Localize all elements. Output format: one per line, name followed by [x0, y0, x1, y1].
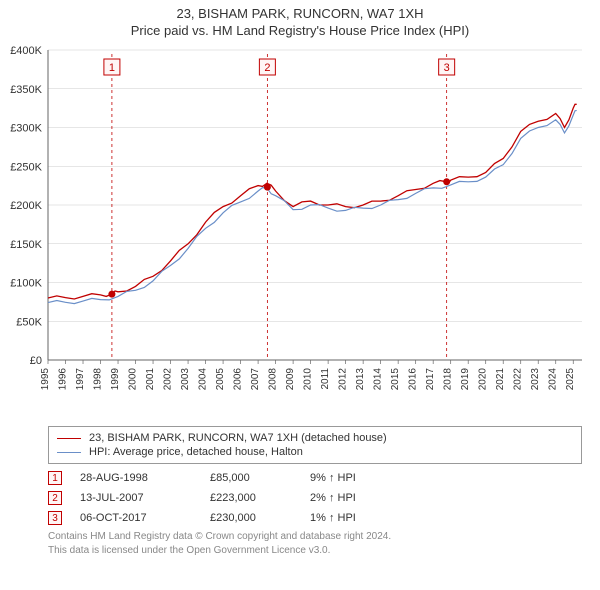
- legend-label: 23, BISHAM PARK, RUNCORN, WA7 1XH (detac…: [89, 432, 387, 444]
- svg-text:2023: 2023: [530, 368, 541, 391]
- svg-text:£200K: £200K: [10, 200, 42, 212]
- svg-text:2018: 2018: [443, 368, 454, 391]
- sales-marker-badge: 1: [48, 471, 62, 485]
- svg-text:2019: 2019: [460, 368, 471, 391]
- sales-row: 3 06-OCT-2017 £230,000 1% ↑ HPI: [48, 508, 582, 528]
- svg-text:2: 2: [264, 62, 270, 74]
- svg-text:2003: 2003: [180, 368, 191, 391]
- sales-marker-badge: 3: [48, 511, 62, 525]
- sales-price: £230,000: [210, 512, 310, 524]
- line-chart: £0 £50K £100K £150K £200K £250K £300K £350K £400…: [0, 40, 600, 420]
- svg-text:2005: 2005: [215, 368, 226, 391]
- legend-swatch: [57, 438, 81, 439]
- legend: 23, BISHAM PARK, RUNCORN, WA7 1XH (detac…: [48, 426, 582, 464]
- svg-text:£50K: £50K: [16, 316, 42, 328]
- svg-text:£150K: £150K: [10, 239, 42, 251]
- svg-text:1997: 1997: [75, 368, 86, 391]
- sales-date: 13-JUL-2007: [80, 492, 210, 504]
- svg-text:3: 3: [444, 62, 450, 74]
- sales-hpi: 9% ↑ HPI: [310, 472, 410, 484]
- svg-text:2024: 2024: [548, 368, 559, 391]
- svg-text:£250K: £250K: [10, 161, 42, 173]
- sales-row: 1 28-AUG-1998 £85,000 9% ↑ HPI: [48, 468, 582, 488]
- legend-swatch: [57, 452, 81, 453]
- svg-text:£400K: £400K: [10, 45, 42, 57]
- svg-text:2011: 2011: [320, 368, 331, 390]
- legend-item: HPI: Average price, detached house, Halt…: [57, 445, 573, 459]
- title-address: 23, BISHAM PARK, RUNCORN, WA7 1XH: [0, 6, 600, 21]
- svg-text:2004: 2004: [198, 368, 209, 391]
- footer-line: This data is licensed under the Open Gov…: [48, 544, 582, 558]
- svg-text:1995: 1995: [40, 368, 51, 391]
- svg-text:1998: 1998: [93, 368, 104, 391]
- sales-marker-badge: 2: [48, 491, 62, 505]
- svg-text:2013: 2013: [355, 368, 366, 391]
- sales-date: 06-OCT-2017: [80, 512, 210, 524]
- svg-text:2021: 2021: [495, 368, 506, 391]
- sales-date: 28-AUG-1998: [80, 472, 210, 484]
- sales-hpi: 1% ↑ HPI: [310, 512, 410, 524]
- svg-text:2008: 2008: [268, 368, 279, 391]
- svg-text:2010: 2010: [303, 368, 314, 391]
- footer-attribution: Contains HM Land Registry data © Crown c…: [48, 530, 582, 557]
- svg-text:2022: 2022: [513, 368, 524, 391]
- svg-text:2015: 2015: [390, 368, 401, 391]
- svg-text:2014: 2014: [373, 368, 384, 391]
- footer-line: Contains HM Land Registry data © Crown c…: [48, 530, 582, 544]
- svg-text:2009: 2009: [285, 368, 296, 391]
- sales-price: £223,000: [210, 492, 310, 504]
- svg-text:2006: 2006: [233, 368, 244, 391]
- svg-text:1: 1: [109, 62, 115, 74]
- svg-text:2007: 2007: [250, 368, 261, 391]
- title-subtitle: Price paid vs. HM Land Registry's House …: [0, 23, 600, 38]
- svg-text:2020: 2020: [478, 368, 489, 391]
- sales-hpi: 2% ↑ HPI: [310, 492, 410, 504]
- svg-text:£350K: £350K: [10, 84, 42, 96]
- sales-price: £85,000: [210, 472, 310, 484]
- svg-text:1996: 1996: [58, 368, 69, 391]
- chart-area: £0 £50K £100K £150K £200K £250K £300K £350K £400…: [0, 40, 600, 420]
- svg-text:£100K: £100K: [10, 278, 42, 290]
- sales-table: 1 28-AUG-1998 £85,000 9% ↑ HPI 2 13-JUL-…: [48, 468, 582, 528]
- svg-text:2025: 2025: [565, 368, 576, 391]
- svg-text:2016: 2016: [408, 368, 419, 391]
- svg-text:2017: 2017: [425, 368, 436, 391]
- svg-text:2012: 2012: [338, 368, 349, 391]
- svg-text:2002: 2002: [163, 368, 174, 391]
- svg-text:1999: 1999: [110, 368, 121, 391]
- legend-item: 23, BISHAM PARK, RUNCORN, WA7 1XH (detac…: [57, 431, 573, 445]
- svg-text:2000: 2000: [128, 368, 139, 391]
- svg-text:£300K: £300K: [10, 123, 42, 135]
- svg-text:£0: £0: [30, 355, 42, 367]
- svg-text:2001: 2001: [145, 368, 156, 391]
- chart-titles: 23, BISHAM PARK, RUNCORN, WA7 1XH Price …: [0, 0, 600, 40]
- sales-row: 2 13-JUL-2007 £223,000 2% ↑ HPI: [48, 488, 582, 508]
- page: 23, BISHAM PARK, RUNCORN, WA7 1XH Price …: [0, 0, 600, 557]
- legend-label: HPI: Average price, detached house, Halt…: [89, 446, 303, 458]
